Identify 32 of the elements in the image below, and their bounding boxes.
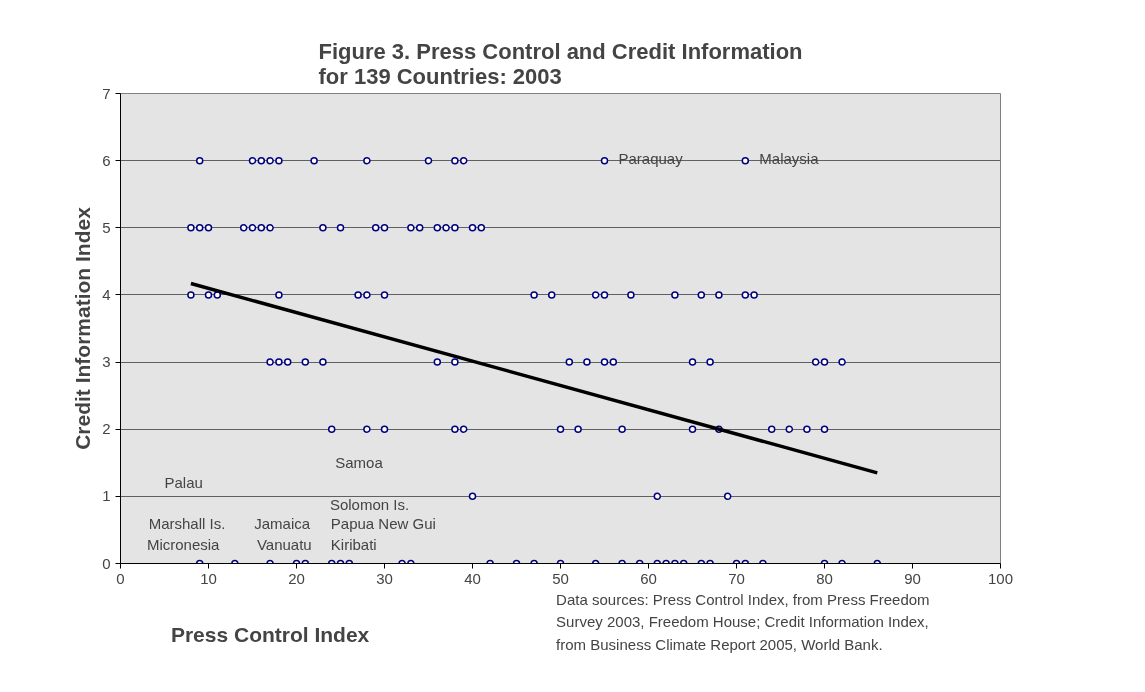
x-tick-label: 10 (200, 569, 217, 587)
x-tick-label: 50 (552, 569, 569, 587)
x-tick-label: 80 (816, 569, 833, 587)
chart-title: Figure 3. Press Control and Credit Information for 139 Countries: 2003 (318, 38, 803, 89)
x-axis-title: Press Control Index (170, 623, 370, 647)
y-tick-label: 5 (102, 218, 111, 236)
text: Data sources: Press Control Index, from Press Freedom Survey 2003, Freedom House; Credit Information Index, from Business Climate Report 2005, World Bank. (556, 590, 930, 654)
y-tick-label: 1 (102, 487, 111, 505)
x-tick-label: 40 (464, 569, 481, 587)
x-tick-label: 60 (640, 569, 657, 587)
y-axis-title: Credit Information Index (71, 206, 95, 450)
annotation: Solomon Is. (329, 495, 410, 513)
x-tick-label: 100 (987, 569, 1014, 587)
annotation: Papua New Gui (330, 514, 436, 532)
x-tick-label: 20 (288, 569, 305, 587)
x-tick-label: 0 (116, 569, 125, 587)
y-tick-label: 0 (102, 554, 111, 572)
annotation: Samoa (335, 454, 384, 472)
y-tick-label: 6 (102, 151, 111, 169)
x-tick-label: 90 (904, 569, 921, 587)
y-tick-label: 3 (102, 353, 111, 371)
annotation: Micronesia (146, 536, 221, 554)
annotation: Kiribati (330, 536, 377, 554)
x-tick-label: 70 (728, 569, 745, 587)
annotation: Marshall Is. (148, 514, 226, 532)
y-tick-label: 4 (102, 285, 111, 303)
y-tick-label: 2 (102, 420, 111, 438)
y-tick-label: 7 (102, 84, 111, 102)
annotation: Jamaica (254, 514, 311, 532)
annotation: Vanuatu (256, 536, 312, 554)
annotation: Palau (164, 474, 203, 492)
x-tick-label: 30 (376, 569, 393, 587)
